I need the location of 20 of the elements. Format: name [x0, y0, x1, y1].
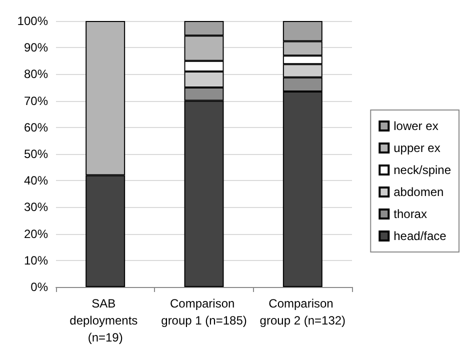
y-tick-label: 100% [17, 14, 48, 28]
y-tick-label: 30% [24, 200, 48, 214]
legend-label: upper ex [394, 141, 440, 155]
x-tick-label: SAB deployments (n=19) [70, 296, 142, 344]
x-tick-label: Comparison group 1 (n=185) [161, 296, 247, 328]
legend-label: lower ex [394, 119, 438, 133]
y-tick-label: 0% [30, 280, 48, 294]
y-tick-label: 70% [24, 94, 48, 108]
y-tick-label: 10% [24, 253, 48, 268]
legend-label: abdomen [394, 185, 444, 199]
y-tick-label: 50% [24, 147, 48, 161]
legend-label: neck/spine [394, 163, 452, 177]
y-tick-label: 20% [24, 226, 48, 241]
legend-label: head/face [394, 229, 447, 243]
y-tick-label: 80% [24, 67, 48, 82]
x-tick-label: Comparison group 2 (n=132) [260, 296, 346, 328]
y-tick-label: 90% [24, 40, 48, 55]
legend-label: thorax [394, 207, 427, 221]
y-tick-label: 60% [24, 120, 48, 134]
y-tick-label: 40% [24, 174, 48, 188]
